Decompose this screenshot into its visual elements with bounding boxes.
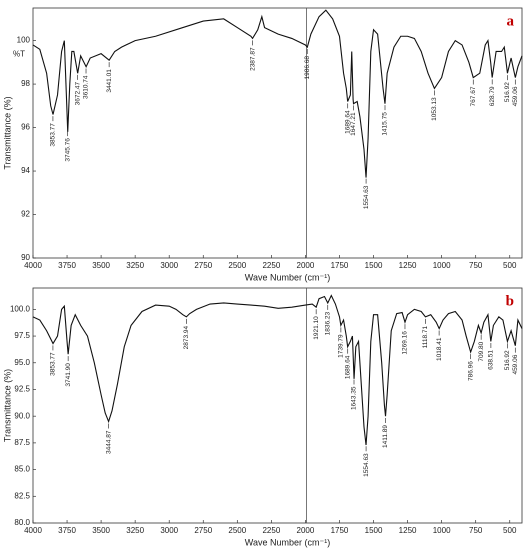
x-tick-label: 1250 — [399, 261, 417, 270]
annotation-label: 1986.68 — [304, 56, 311, 80]
annotation-label: 1836.23 — [324, 312, 331, 336]
y-tick-label: 96 — [21, 123, 30, 132]
annotation-label: 1018.41 — [436, 337, 443, 361]
annotation-label: 1689.64 — [344, 355, 351, 379]
panel-label: a — [507, 13, 515, 29]
y-tick-label: 92.5 — [14, 385, 30, 394]
x-tick-label: 1000 — [433, 526, 451, 535]
x-tick-label: 3000 — [160, 261, 178, 270]
x-tick-label: 1500 — [365, 261, 383, 270]
y-tick-label: 95.0 — [14, 358, 30, 367]
annotation-label: 2873.94 — [183, 325, 190, 349]
annotation-label: 628.79 — [489, 86, 496, 106]
x-tick-label: 3250 — [126, 261, 144, 270]
x-tick-label: 750 — [469, 261, 483, 270]
y-tick-label: 80.0 — [14, 518, 30, 527]
annotation-label: 1269.16 — [402, 331, 409, 355]
x-tick-label: 2500 — [228, 261, 246, 270]
annotation-label: 516.92 — [504, 350, 511, 370]
y-tick-label: 98 — [21, 79, 30, 88]
x-tick-label: 750 — [469, 526, 483, 535]
annotation-label: 3853.77 — [50, 123, 57, 147]
annotation-label: 3741.90 — [65, 363, 72, 387]
x-tick-label: 500 — [503, 526, 517, 535]
x-tick-label: 2500 — [228, 526, 246, 535]
annotation-label: 3610.74 — [83, 75, 90, 99]
y-tick-label: 94 — [21, 166, 30, 175]
annotation-label: 3444.87 — [105, 430, 112, 454]
y-tick-label: 87.5 — [14, 438, 30, 447]
x-tick-label: 3500 — [92, 261, 110, 270]
annotation-label: 1643.35 — [351, 386, 358, 410]
y-tick-label: 92 — [21, 210, 30, 219]
annotation-label: 1554.63 — [363, 453, 370, 477]
annotation-label: 1689.64 — [344, 110, 351, 134]
y-tick-label: 90.0 — [14, 411, 30, 420]
x-axis-title: Wave Number (cm⁻¹) — [245, 537, 330, 547]
x-tick-label: 4000 — [24, 261, 42, 270]
annotation-label: 1411.89 — [382, 425, 389, 448]
y-axis-title: Transmittance (%) — [2, 369, 12, 442]
x-tick-label: 3750 — [58, 261, 76, 270]
unit-label: %T — [13, 50, 25, 59]
x-tick-label: 3250 — [126, 526, 144, 535]
annotation-label: 2387.87 — [249, 47, 256, 71]
plot-frame — [32, 7, 523, 259]
y-tick-label: 100 — [17, 36, 31, 45]
annotation-label: 786.96 — [467, 361, 474, 381]
x-tick-label: 1250 — [399, 526, 417, 535]
y-tick-label: 85.0 — [14, 465, 30, 474]
annotation-label: 767.67 — [470, 86, 477, 106]
x-tick-label: 2000 — [297, 261, 315, 270]
x-tick-label: 3000 — [160, 526, 178, 535]
annotation-label: 1647.21 — [350, 112, 357, 136]
annotation-label: 516.92 — [504, 82, 511, 102]
annotation-label: 3853.77 — [50, 352, 57, 376]
x-tick-label: 3750 — [58, 526, 76, 535]
annotation-label: 1053.13 — [431, 97, 438, 121]
x-tick-label: 2250 — [262, 526, 280, 535]
annotation-label: 459.06 — [512, 86, 519, 106]
annotation-label: 638.51 — [488, 350, 495, 370]
annotation-label: 459.06 — [512, 354, 519, 374]
x-tick-label: 2000 — [297, 526, 315, 535]
annotation-label: 1554.63 — [363, 185, 370, 209]
annotation-label: 3672.47 — [74, 81, 81, 105]
y-tick-label: 90 — [21, 253, 30, 262]
x-tick-label: 2250 — [262, 261, 280, 270]
x-tick-label: 4000 — [24, 526, 42, 535]
x-tick-label: 2750 — [194, 261, 212, 270]
x-tick-label: 1750 — [331, 261, 349, 270]
y-tick-label: 97.5 — [14, 331, 30, 340]
annotation-label: 3441.01 — [106, 69, 113, 93]
x-tick-label: 2750 — [194, 526, 212, 535]
y-tick-label: 82.5 — [14, 491, 30, 500]
spectrum — [32, 294, 523, 446]
x-tick-label: 1500 — [365, 526, 383, 535]
y-tick-label: 100.0 — [10, 304, 31, 313]
x-axis-title: Wave Number (cm⁻¹) — [245, 272, 330, 282]
y-axis-title: Transmittance (%) — [2, 96, 12, 169]
x-tick-label: 1000 — [433, 261, 451, 270]
annotation-label: 1118.71 — [422, 325, 429, 348]
annotation-label: 1921.10 — [313, 316, 320, 340]
annotation-label: 3745.76 — [64, 138, 71, 162]
x-tick-label: 1750 — [331, 526, 349, 535]
plot-frame — [32, 287, 523, 524]
x-tick-label: 3500 — [92, 526, 110, 535]
spectrum — [32, 9, 523, 178]
annotation-label: 1415.75 — [382, 112, 389, 136]
x-tick-label: 500 — [503, 261, 517, 270]
annotation-label: 709.80 — [478, 341, 485, 361]
panel-label: b — [506, 293, 514, 309]
annotation-label: 1739.79 — [338, 334, 345, 358]
